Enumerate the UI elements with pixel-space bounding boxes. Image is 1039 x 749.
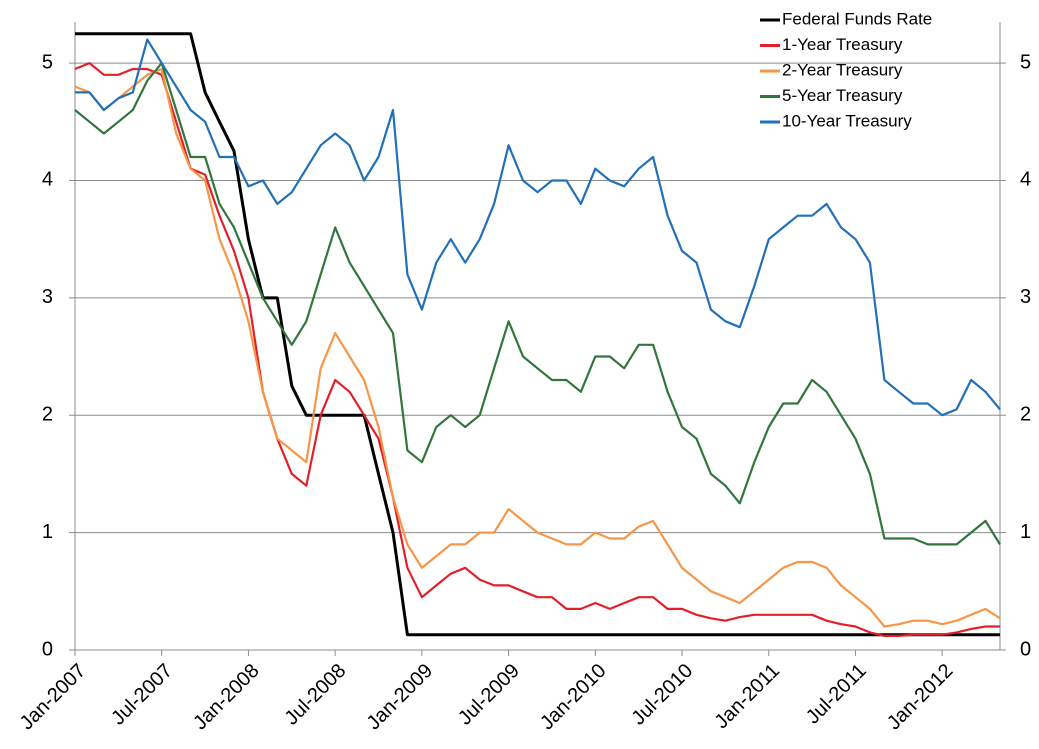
x-tick-label: Jan-2009 <box>363 660 438 735</box>
series-line <box>74 62 1001 546</box>
y-tick-label: 3 <box>42 286 53 308</box>
y2-tick-label: 0 <box>1020 638 1031 660</box>
y2-tick-label: 4 <box>1020 169 1031 191</box>
legend-label: 2-Year Treasury <box>782 60 903 79</box>
x-tick-label: Jan-2011 <box>711 660 784 733</box>
y-tick-label: 1 <box>42 521 53 543</box>
series-line <box>74 67 1001 628</box>
legend-label: 5-Year Treasury <box>782 86 903 105</box>
y2-tick-label: 2 <box>1020 404 1031 426</box>
y-tick-label: 0 <box>42 638 53 660</box>
x-tick-label: Jul-2011 <box>802 660 871 729</box>
legend-label: 1-Year Treasury <box>782 35 903 54</box>
y2-tick-label: 5 <box>1020 51 1031 73</box>
y2-tick-label: 3 <box>1020 286 1031 308</box>
x-tick-label: Jul-2010 <box>627 660 697 730</box>
series-line <box>74 62 1000 637</box>
x-tick-label: Jul-2009 <box>454 660 524 730</box>
x-tick-label: Jul-2007 <box>107 660 177 730</box>
x-tick-label: Jan-2008 <box>189 660 264 735</box>
series-line <box>75 38 1001 417</box>
y-tick-label: 4 <box>42 169 53 191</box>
x-tick-label: Jan-2012 <box>883 660 958 735</box>
x-tick-label: Jan-2007 <box>16 660 91 735</box>
y-tick-label: 5 <box>42 51 53 73</box>
y-tick-label: 2 <box>42 404 53 426</box>
legend-label: Federal Funds Rate <box>782 9 932 28</box>
series-line <box>75 32 1000 637</box>
x-tick-label: Jul-2008 <box>281 660 351 730</box>
x-tick-label: Jan-2010 <box>536 660 611 735</box>
legend-label: 10-Year Treasury <box>782 111 912 130</box>
y2-tick-label: 1 <box>1020 521 1031 543</box>
